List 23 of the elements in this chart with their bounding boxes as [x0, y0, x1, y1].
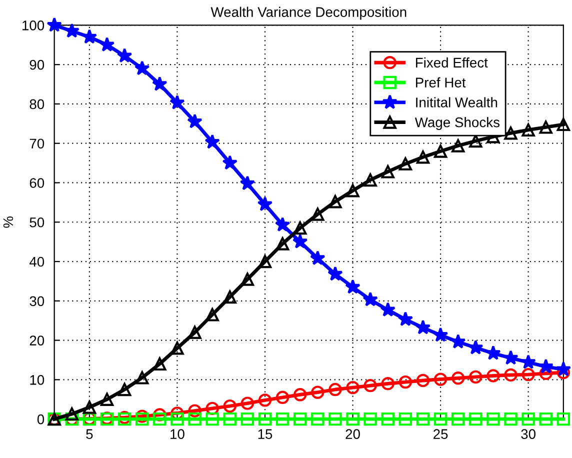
legend-label: Pref Het — [416, 77, 466, 88]
x-tick-label: 5 — [86, 429, 93, 439]
legend-label: Initital Wealth — [416, 97, 498, 108]
y-tick-label: 90 — [30, 60, 44, 70]
x-tick-label: 10 — [170, 429, 184, 439]
y-tick-label: 70 — [30, 138, 44, 149]
y-tick-label: 10 — [30, 375, 44, 385]
x-tick-label: 15 — [258, 429, 272, 439]
y-tick-label: 60 — [30, 178, 44, 188]
legend-label: Fixed Effect — [416, 57, 488, 68]
x-tick-label: 20 — [346, 429, 360, 439]
y-tick-label: 50 — [30, 217, 44, 228]
y-tick-label: 0 — [37, 414, 44, 424]
x-tick-label: 25 — [434, 429, 448, 439]
x-tick-label: 30 — [521, 429, 536, 439]
y-tick-label: 100 — [22, 20, 44, 30]
y-tick-label: 20 — [30, 336, 44, 346]
y-tick-label: 30 — [30, 296, 44, 306]
y-axis-title: % — [3, 216, 14, 228]
y-tick-label: 40 — [29, 256, 44, 267]
legend-label: Wage Shocks — [414, 117, 500, 130]
chart-title: Wealth Variance Decomposition — [210, 6, 406, 20]
y-tick-label: 80 — [30, 99, 44, 110]
